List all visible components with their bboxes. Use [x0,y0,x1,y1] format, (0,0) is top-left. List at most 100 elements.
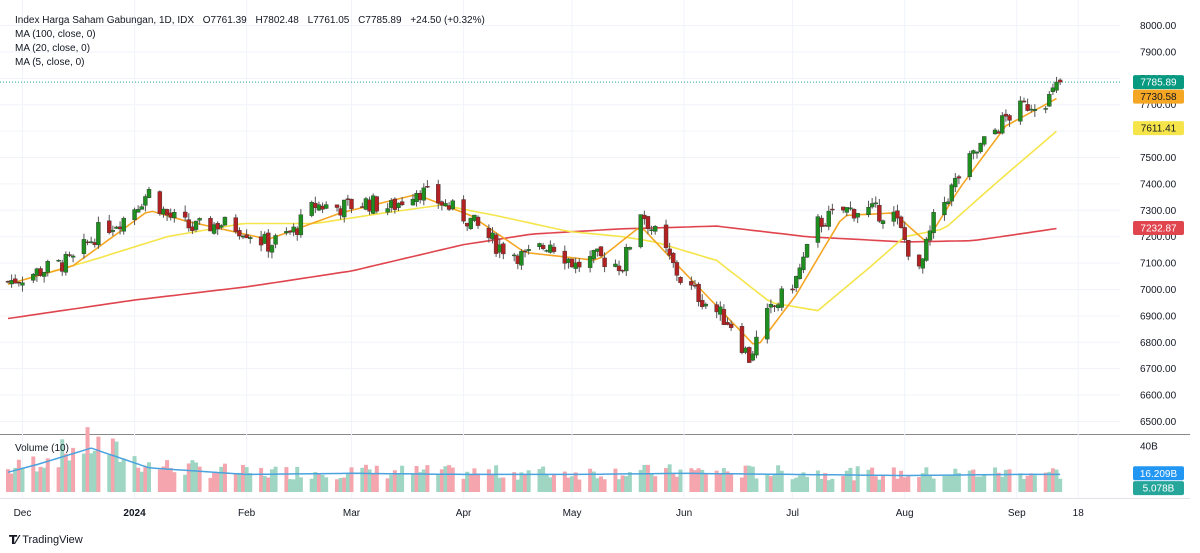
volume-bar [219,466,224,492]
volume-bar [664,468,669,492]
volume-bar [313,471,318,492]
volume-bar [461,478,466,492]
volume-bar [118,461,123,492]
volume-bar [725,471,730,492]
candle-body [982,136,987,145]
symbol-legend[interactable]: Index Harga Saham Gabungan, 1D, IDX O776… [15,15,491,26]
candle-body [132,209,137,220]
volume-legend[interactable]: Volume (10) [15,443,69,454]
volume-bar [1058,478,1063,492]
candle-body [215,223,220,230]
volume-bar [895,478,900,492]
candle-body [855,213,860,218]
candle-body [667,248,672,256]
candle-body [396,202,401,208]
candle-body [60,262,65,272]
brand-label: TradingView [22,534,83,546]
candle-body [1021,100,1027,103]
volume-bar [132,456,137,492]
time-axis[interactable]: Dec 2024 Feb Mar Apr May Jun Jul Aug Sep 18 [14,508,1085,519]
candle-body [81,239,87,254]
volume-bar [418,472,423,492]
price-tick-label: 7500.00 [1140,153,1177,164]
candle-body [1054,81,1059,91]
volume-bar [642,464,647,492]
candle-body [92,242,97,245]
candle-body [497,244,502,253]
volume-bar [295,466,300,492]
candle-body [526,249,531,251]
volume-bar [20,467,25,492]
candle-body [374,196,379,212]
volume-bar [13,467,18,492]
candle-body [363,198,369,210]
candle-body [652,226,658,232]
candle-body [620,270,625,272]
ma5-legend[interactable]: MA (5, close, 0) [15,57,85,68]
candle-body [902,227,907,240]
candle-body [399,201,405,206]
candle-body [392,198,398,210]
volume-bar [136,467,141,492]
volume-bar [826,480,831,492]
candle-body [493,234,499,254]
volume-bar [649,473,654,492]
candle-body [920,258,925,269]
volume-bar [371,473,376,492]
candle-body [775,304,781,309]
candle-body [172,212,177,219]
time-tick-label: 2024 [123,508,146,519]
volume-bar [233,473,238,492]
candle-body [718,306,723,315]
candle-body [747,347,752,363]
candle-body [31,273,36,281]
candle-body [627,247,633,250]
candle-body [869,203,875,208]
candle-body [743,347,748,353]
candle-body [316,204,322,211]
candle-body [197,218,202,221]
volume-bar [110,438,115,492]
price-tick-label: 7400.00 [1140,179,1177,190]
ma20-legend[interactable]: MA (20, close, 0) [15,43,91,54]
volume-bar [121,458,126,492]
price-scale-labels: 7785.89 7730.58 7611.41 7232.87 16.209B 5.078… [1133,75,1184,496]
candle-body [841,206,846,211]
volume-bar [165,460,170,492]
candle-body [237,230,242,237]
candle-body [5,281,11,283]
volume-bar [208,477,213,492]
volume-bar [400,465,405,492]
volume-bar [848,467,853,492]
volume-bar [1043,472,1048,492]
candle-body [613,263,618,267]
volume-bar [899,470,904,492]
candle-body [9,280,14,285]
volume-bar [754,478,759,492]
candle-body [949,184,954,202]
candle-body [689,281,694,286]
volume-bar [107,455,112,492]
volume-bar [765,474,770,492]
volume-bar [472,468,477,492]
candle-body [790,288,795,291]
candle-body [38,268,43,276]
ma5-line [7,97,1057,345]
volume-bar [797,475,802,492]
tradingview-brand[interactable]: T⁄ TradingView [9,533,83,547]
candle-body [211,224,217,234]
volume-bar [692,470,697,492]
candle-body [360,206,365,208]
candle-body [1050,87,1056,92]
volume-bar [700,469,705,492]
candle-body [182,211,188,218]
volume-bar [96,436,101,492]
time-tick-label: Jul [786,508,799,519]
volume-bar [31,456,36,492]
candle-body [696,283,701,302]
volume-bar [927,475,932,492]
ma100-legend[interactable]: MA (100, close, 0) [15,29,96,40]
candle-body [931,212,936,234]
